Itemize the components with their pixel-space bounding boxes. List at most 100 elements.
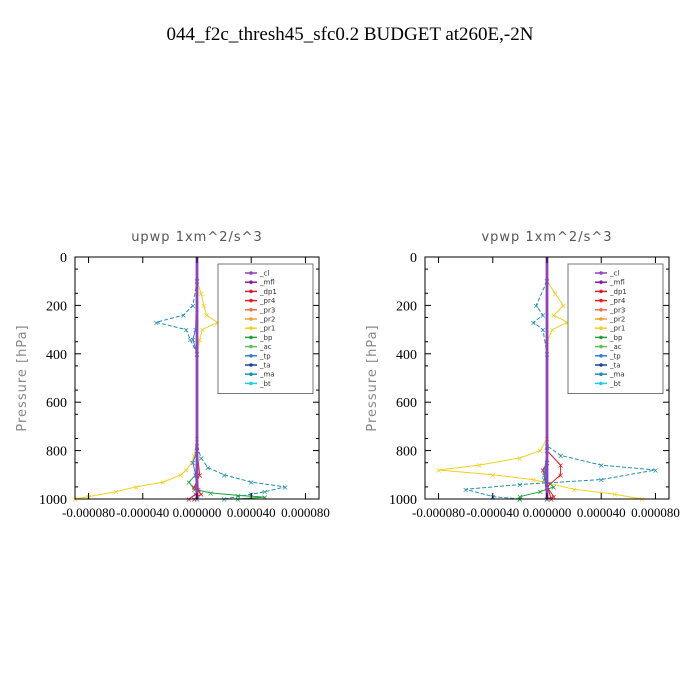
series-point-ma: ×	[248, 478, 255, 487]
series-line-bp	[188, 450, 265, 500]
y-tick-label: 600	[396, 396, 417, 411]
x-tick-label: 0.000000	[173, 505, 222, 520]
legend-marker	[599, 298, 603, 303]
legend-label: _mfl	[259, 279, 275, 287]
legend-label: _pr4	[259, 297, 276, 305]
legend-label: _pr2	[609, 316, 625, 324]
y-tick-label: 0	[60, 251, 67, 266]
legend-label: _pr1	[609, 325, 625, 333]
series-point-pr4: ×	[557, 461, 564, 470]
legend-label: _bt	[259, 380, 271, 388]
legend-label: _dp1	[259, 288, 277, 296]
legend-label: _pr3	[609, 306, 625, 314]
series-point-pr1: ×	[214, 318, 221, 327]
legend-marker	[599, 344, 603, 349]
legend-marker	[599, 335, 603, 340]
y-tick-label: 800	[46, 445, 67, 460]
series-point-dp1: ×	[540, 466, 547, 475]
series-point-pr1: ×	[435, 466, 442, 475]
series-point-dp1: ×	[195, 485, 202, 494]
series-line-pr4	[546, 450, 562, 500]
series-point-ma: ×	[187, 335, 194, 344]
series-point-pr4: ×	[196, 471, 203, 480]
y-tick-label: 400	[396, 348, 417, 363]
series-line-ma	[465, 280, 656, 500]
series-point-pr1: ×	[200, 301, 207, 310]
legend-marker	[599, 308, 603, 312]
series-point-ma: ×	[533, 301, 540, 310]
series-point-pr1: ×	[550, 311, 557, 320]
x-tick-label: -0.000080	[412, 505, 465, 520]
series-point-ma: ×	[598, 476, 605, 485]
plot-frame	[424, 256, 670, 500]
series-point-ma: ×	[190, 301, 197, 310]
x-tick-label: -0.000080	[62, 505, 115, 520]
series-point-bp: ×	[261, 493, 268, 502]
series-point-tp: ×	[541, 471, 548, 480]
legend-marker	[249, 289, 253, 294]
series-point-ma: ×	[261, 488, 268, 497]
series-point-pr1: ×	[198, 289, 205, 298]
panel-title: vpwp 1xm^2/s^3	[481, 230, 612, 245]
legend-marker	[249, 298, 253, 303]
series-point-pr1: ×	[611, 490, 618, 499]
y-tick-label: 400	[46, 348, 67, 363]
series-point-bp: ×	[541, 476, 548, 485]
x-tick-label: 0.000040	[227, 505, 276, 520]
x-tick-label: 0.000080	[631, 505, 680, 520]
series-point-ma: ×	[153, 318, 160, 327]
plot-frame	[74, 256, 320, 500]
series-point-pr1: ×	[177, 471, 184, 480]
series-point-pr1: ×	[183, 466, 190, 475]
series-point-ma: ×	[183, 326, 190, 335]
legend-label: _ac	[259, 343, 272, 351]
legend-label: _bt	[609, 380, 621, 388]
legend-marker	[599, 326, 603, 331]
legend-label: _bp	[609, 334, 623, 342]
series-point-bp: ×	[234, 491, 241, 500]
series-point-bp: ×	[517, 493, 524, 502]
y-tick-label: 600	[46, 396, 67, 411]
legend-label: _pr4	[609, 297, 626, 305]
series-point-pr1: ×	[191, 451, 198, 460]
series-point-pr1: ×	[160, 478, 167, 487]
series-point-ma: ×	[557, 451, 564, 460]
legend-marker	[599, 289, 603, 294]
x-tick-label: 0.000080	[281, 505, 330, 520]
series-point-ma: ×	[282, 483, 289, 492]
panel-title: upwp 1xm^2/s^3	[131, 230, 263, 245]
series-point-pr1: ×	[552, 289, 559, 298]
series-point-ma: ×	[198, 454, 205, 463]
series-point-pr4: ×	[198, 490, 205, 499]
series-point-ma: ×	[180, 311, 187, 320]
legend-label: _ta	[609, 362, 621, 370]
legend-marker	[249, 344, 253, 349]
series-point-pr1: ×	[112, 488, 119, 497]
legend-marker	[249, 271, 253, 275]
y-tick-label: 200	[396, 299, 417, 314]
series-point-pr1: ×	[571, 485, 578, 494]
legend-label: _pr3	[259, 306, 275, 314]
series-point-pr1: ×	[489, 471, 496, 480]
legend-label: _dp1	[609, 288, 627, 296]
x-tick-label: 0.000000	[523, 505, 572, 520]
series-point-pr1: ×	[560, 301, 567, 310]
legend-marker	[249, 381, 253, 386]
series-point-tp: ×	[190, 459, 197, 468]
legend-marker	[249, 280, 253, 285]
series-point-bp: ×	[186, 478, 193, 487]
legend-marker	[599, 280, 603, 285]
series-point-ma: ×	[598, 461, 605, 470]
series-point-bp: ×	[537, 488, 544, 497]
panel-upwp: upwp 1xm^2/s^3 Pressure [hPa] ××××××××××…	[15, 230, 330, 520]
series-point-pr1: ×	[549, 326, 556, 335]
series-point-dp1: ×	[192, 490, 199, 499]
legend-marker	[249, 335, 253, 340]
series-point-pr1: ×	[476, 461, 483, 470]
series-point-pr1: ×	[530, 476, 537, 485]
y-tick-label: 1000	[39, 493, 67, 508]
legend-marker	[599, 317, 603, 321]
series-point-ma: ×	[204, 464, 211, 473]
legend-box	[567, 263, 664, 395]
